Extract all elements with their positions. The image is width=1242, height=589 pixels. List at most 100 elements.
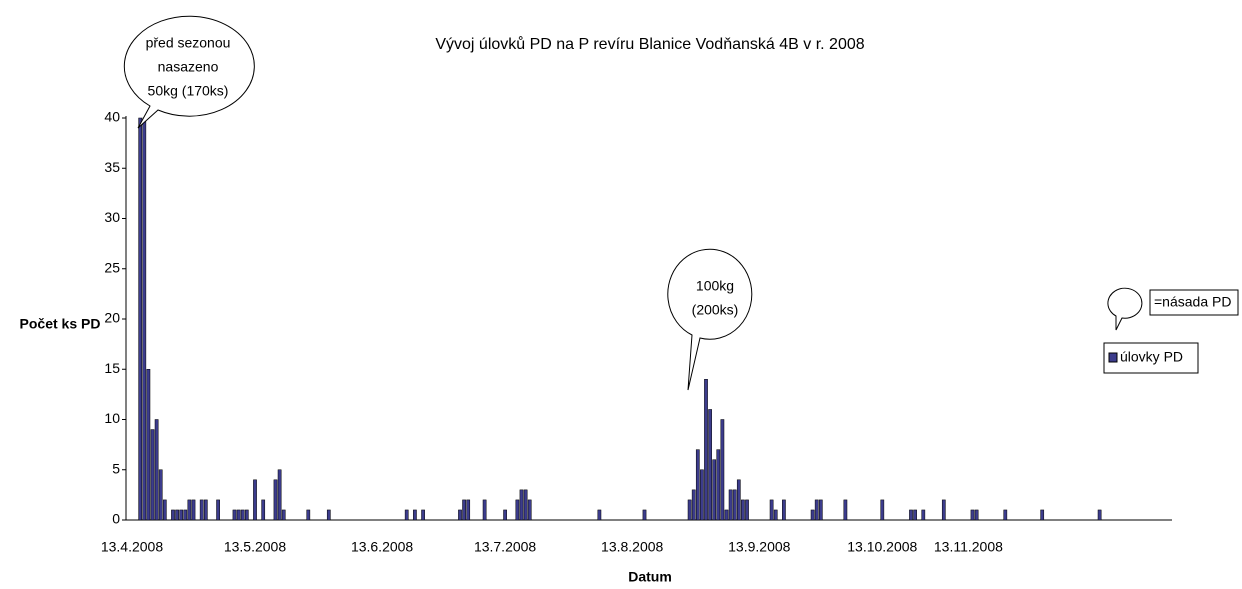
bar: [171, 509, 175, 521]
callout-text: před sezonou: [146, 35, 231, 51]
bar: [720, 419, 725, 521]
bar: [175, 509, 179, 521]
bar: [970, 509, 975, 521]
x-tick-label: 13.11.2008: [934, 539, 1003, 555]
bar: [216, 499, 220, 521]
chart-title: Vývoj úlovků PD na P revíru Blanice Vodň…: [435, 35, 864, 53]
bar: [244, 509, 249, 521]
callout-bubble: [123, 15, 255, 129]
bar: [695, 449, 700, 521]
bar: [154, 419, 159, 521]
bar: [708, 409, 712, 521]
bar: [700, 469, 704, 521]
bar: [240, 509, 245, 521]
bar: [745, 499, 749, 521]
y-tick-label: 5: [112, 460, 120, 476]
y-tick-label: 10: [104, 410, 120, 426]
bar: [741, 499, 745, 521]
bar: [281, 509, 286, 521]
x-tick-label: 13.4.2008: [101, 539, 163, 555]
bar: [421, 509, 425, 521]
legend-box: [1103, 342, 1199, 374]
bar: [253, 479, 257, 521]
bar: [199, 499, 204, 521]
callout-text: (200ks): [692, 302, 739, 318]
callout-text: 50kg (170ks): [148, 83, 229, 99]
bar: [150, 429, 155, 521]
bar: [691, 489, 696, 521]
x-tick-label: 13.7.2008: [474, 539, 536, 555]
bar: [941, 499, 946, 521]
bar: [187, 499, 192, 521]
bar: [515, 499, 520, 521]
y-tick-label: 35: [104, 159, 120, 175]
bar: [191, 499, 196, 521]
bar: [814, 499, 819, 521]
bar: [773, 509, 778, 521]
bar: [704, 379, 708, 521]
bar: [716, 449, 721, 521]
bar: [1040, 509, 1045, 521]
bar: [921, 509, 926, 521]
bar: [523, 489, 528, 521]
bar: [974, 509, 979, 521]
bar: [724, 509, 729, 521]
bar: [232, 509, 237, 521]
y-tick-label: 25: [104, 259, 120, 275]
bar: [909, 509, 913, 521]
x-tick-label: 13.5.2008: [224, 539, 286, 555]
callout-text: 100kg: [696, 278, 734, 294]
x-tick-label: 13.8.2008: [601, 539, 663, 555]
bar: [162, 499, 167, 521]
x-axis-label: Datum: [628, 569, 672, 585]
legend-box: [1149, 289, 1239, 316]
bar: [277, 469, 282, 521]
bar: [810, 509, 815, 521]
bar: [482, 499, 487, 521]
bar: [466, 499, 471, 521]
legend-swatch: [1108, 352, 1118, 363]
bar: [404, 509, 409, 521]
bar: [782, 499, 786, 521]
bar: [273, 479, 278, 521]
bar: [138, 117, 143, 521]
bar: [413, 509, 417, 521]
x-tick-label: 13.10.2008: [847, 539, 917, 555]
bar: [736, 479, 741, 521]
legend-label: =násada PD: [1154, 294, 1231, 310]
bar: [818, 499, 823, 521]
legend-bubble-icon: [1107, 287, 1143, 331]
bar: [326, 509, 331, 521]
bar: [687, 499, 692, 521]
bar: [597, 509, 602, 521]
legend-label: úlovky PD: [1120, 349, 1183, 365]
annotations: před sezonou nasazeno 50kg (170ks) 100kg…: [123, 15, 1239, 391]
bar: [913, 509, 917, 521]
callout-text: nasazeno: [158, 59, 219, 75]
bar: [880, 499, 885, 521]
bar: [728, 489, 733, 521]
bar: [183, 509, 188, 521]
y-tick-label: 15: [104, 360, 120, 376]
y-axis-label: Počet ks PD: [20, 316, 101, 332]
bar: [843, 499, 848, 521]
bar: [261, 499, 266, 521]
bar: [1097, 509, 1102, 521]
bar: [146, 369, 151, 521]
bar: [769, 499, 774, 521]
callout-bubble: [667, 248, 753, 391]
y-tick-label: 20: [104, 310, 120, 326]
bar: [1003, 509, 1008, 521]
bar: [203, 499, 208, 521]
bar: [527, 499, 532, 521]
bar: [712, 459, 717, 521]
bar: [158, 469, 163, 521]
y-tick-label: 40: [104, 109, 120, 125]
bar: [179, 509, 184, 521]
bar: [503, 509, 507, 521]
x-tick-label: 13.9.2008: [728, 539, 790, 555]
bar: [458, 509, 462, 521]
y-tick-label: 30: [104, 209, 120, 225]
y-tick-label: 0: [112, 511, 120, 527]
